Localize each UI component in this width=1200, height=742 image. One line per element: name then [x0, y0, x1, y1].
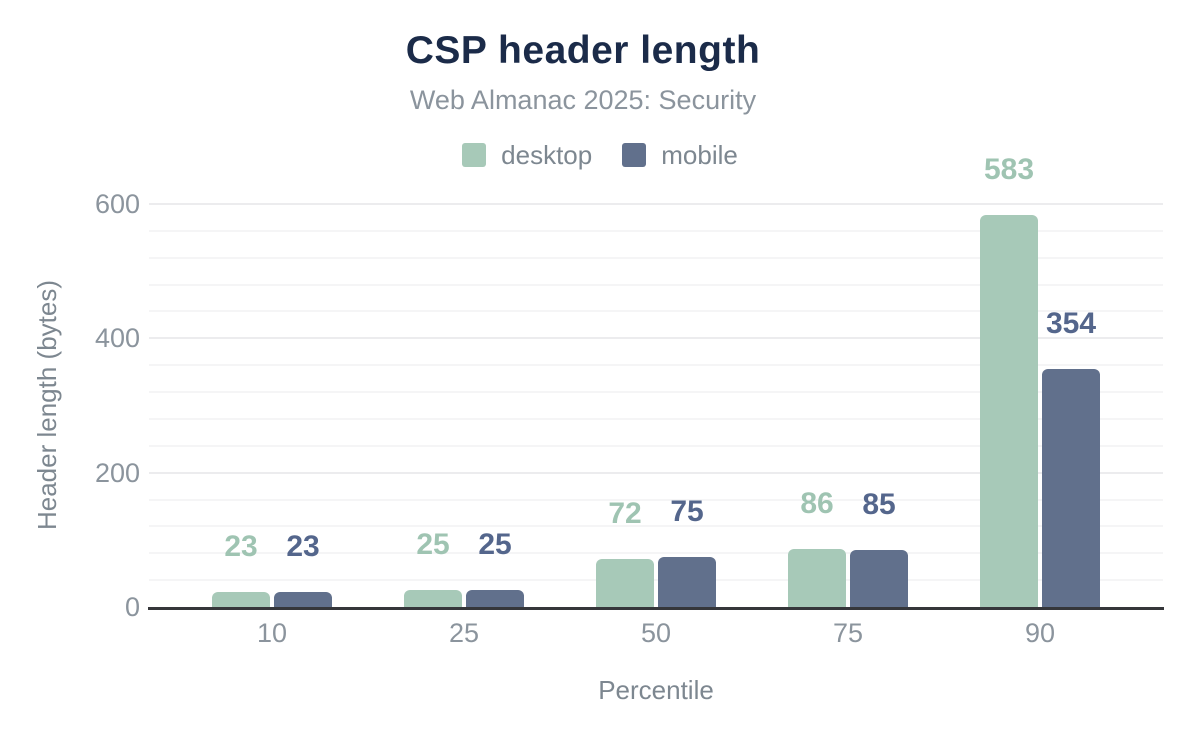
- legend-item-mobile: mobile: [622, 142, 738, 168]
- legend-item-desktop: desktop: [462, 142, 592, 168]
- value-label-desktop-p75: 86: [800, 487, 834, 520]
- legend-label: mobile: [661, 140, 738, 170]
- value-label-desktop-p25: 25: [416, 528, 450, 561]
- value-label-desktop-p90: 583: [983, 153, 1035, 186]
- gridline-minor: [149, 552, 1163, 555]
- x-tick-label-50: 50: [640, 618, 672, 648]
- value-label-desktop-p50: 72: [608, 497, 642, 530]
- y-tick-label-400: 400: [94, 323, 140, 354]
- chart-subtitle: Web Almanac 2025: Security: [409, 85, 757, 115]
- gridline-minor: [149, 256, 1163, 259]
- value-label-mobile-p90: 354: [1045, 307, 1097, 340]
- bar-desktop-p90: [980, 215, 1038, 607]
- gridline-minor: [149, 444, 1163, 447]
- legend-label: desktop: [501, 140, 593, 170]
- gridline-minor: [149, 391, 1163, 394]
- gridline-minor: [149, 579, 1163, 582]
- x-axis-line: [148, 607, 1164, 610]
- bar-mobile-p50: [658, 557, 716, 607]
- y-tick-label-200: 200: [94, 457, 140, 488]
- gridline-minor: [149, 417, 1163, 420]
- gridline-minor: [149, 229, 1163, 232]
- value-label-mobile-p25: 25: [478, 528, 512, 561]
- bar-mobile-p25: [466, 590, 524, 607]
- x-axis-title: Percentile: [598, 675, 714, 705]
- gridline-minor: [149, 310, 1163, 313]
- bar-mobile-p75: [850, 550, 908, 607]
- gridline-minor: [149, 364, 1163, 367]
- gridline-minor: [149, 525, 1163, 528]
- gridline-major: [149, 471, 1163, 474]
- bar-mobile-p90: [1042, 369, 1100, 607]
- value-label-desktop-p10: 23: [224, 530, 258, 563]
- x-tick-label-10: 10: [256, 618, 288, 648]
- bar-desktop-p10: [212, 592, 270, 607]
- x-tick-label-25: 25: [448, 618, 480, 648]
- bar-desktop-p50: [596, 559, 654, 607]
- gridline-minor: [149, 498, 1163, 501]
- legend: desktop mobile: [0, 142, 1200, 168]
- y-tick-label-600: 600: [94, 189, 140, 219]
- legend-swatch-mobile: [622, 143, 647, 167]
- value-label-mobile-p10: 23: [286, 530, 320, 563]
- bar-mobile-p10: [274, 592, 332, 607]
- value-label-mobile-p75: 85: [862, 488, 896, 521]
- value-label-mobile-p50: 75: [670, 495, 704, 528]
- y-axis-title: Header length (bytes): [32, 279, 62, 531]
- gridline-major: [149, 203, 1163, 205]
- gridline-minor: [149, 283, 1163, 286]
- legend-swatch-desktop: [462, 143, 487, 167]
- x-tick-label-90: 90: [1024, 618, 1056, 648]
- bar-desktop-p25: [404, 590, 462, 607]
- plot-area: 23 23 25 25 72 75 86 85 583 354: [149, 155, 1163, 607]
- chart-title: CSP header length: [405, 29, 761, 72]
- bar-desktop-p75: [788, 549, 846, 607]
- y-tick-label-0: 0: [124, 592, 140, 622]
- gridline-major: [149, 337, 1163, 340]
- x-tick-label-75: 75: [832, 618, 864, 648]
